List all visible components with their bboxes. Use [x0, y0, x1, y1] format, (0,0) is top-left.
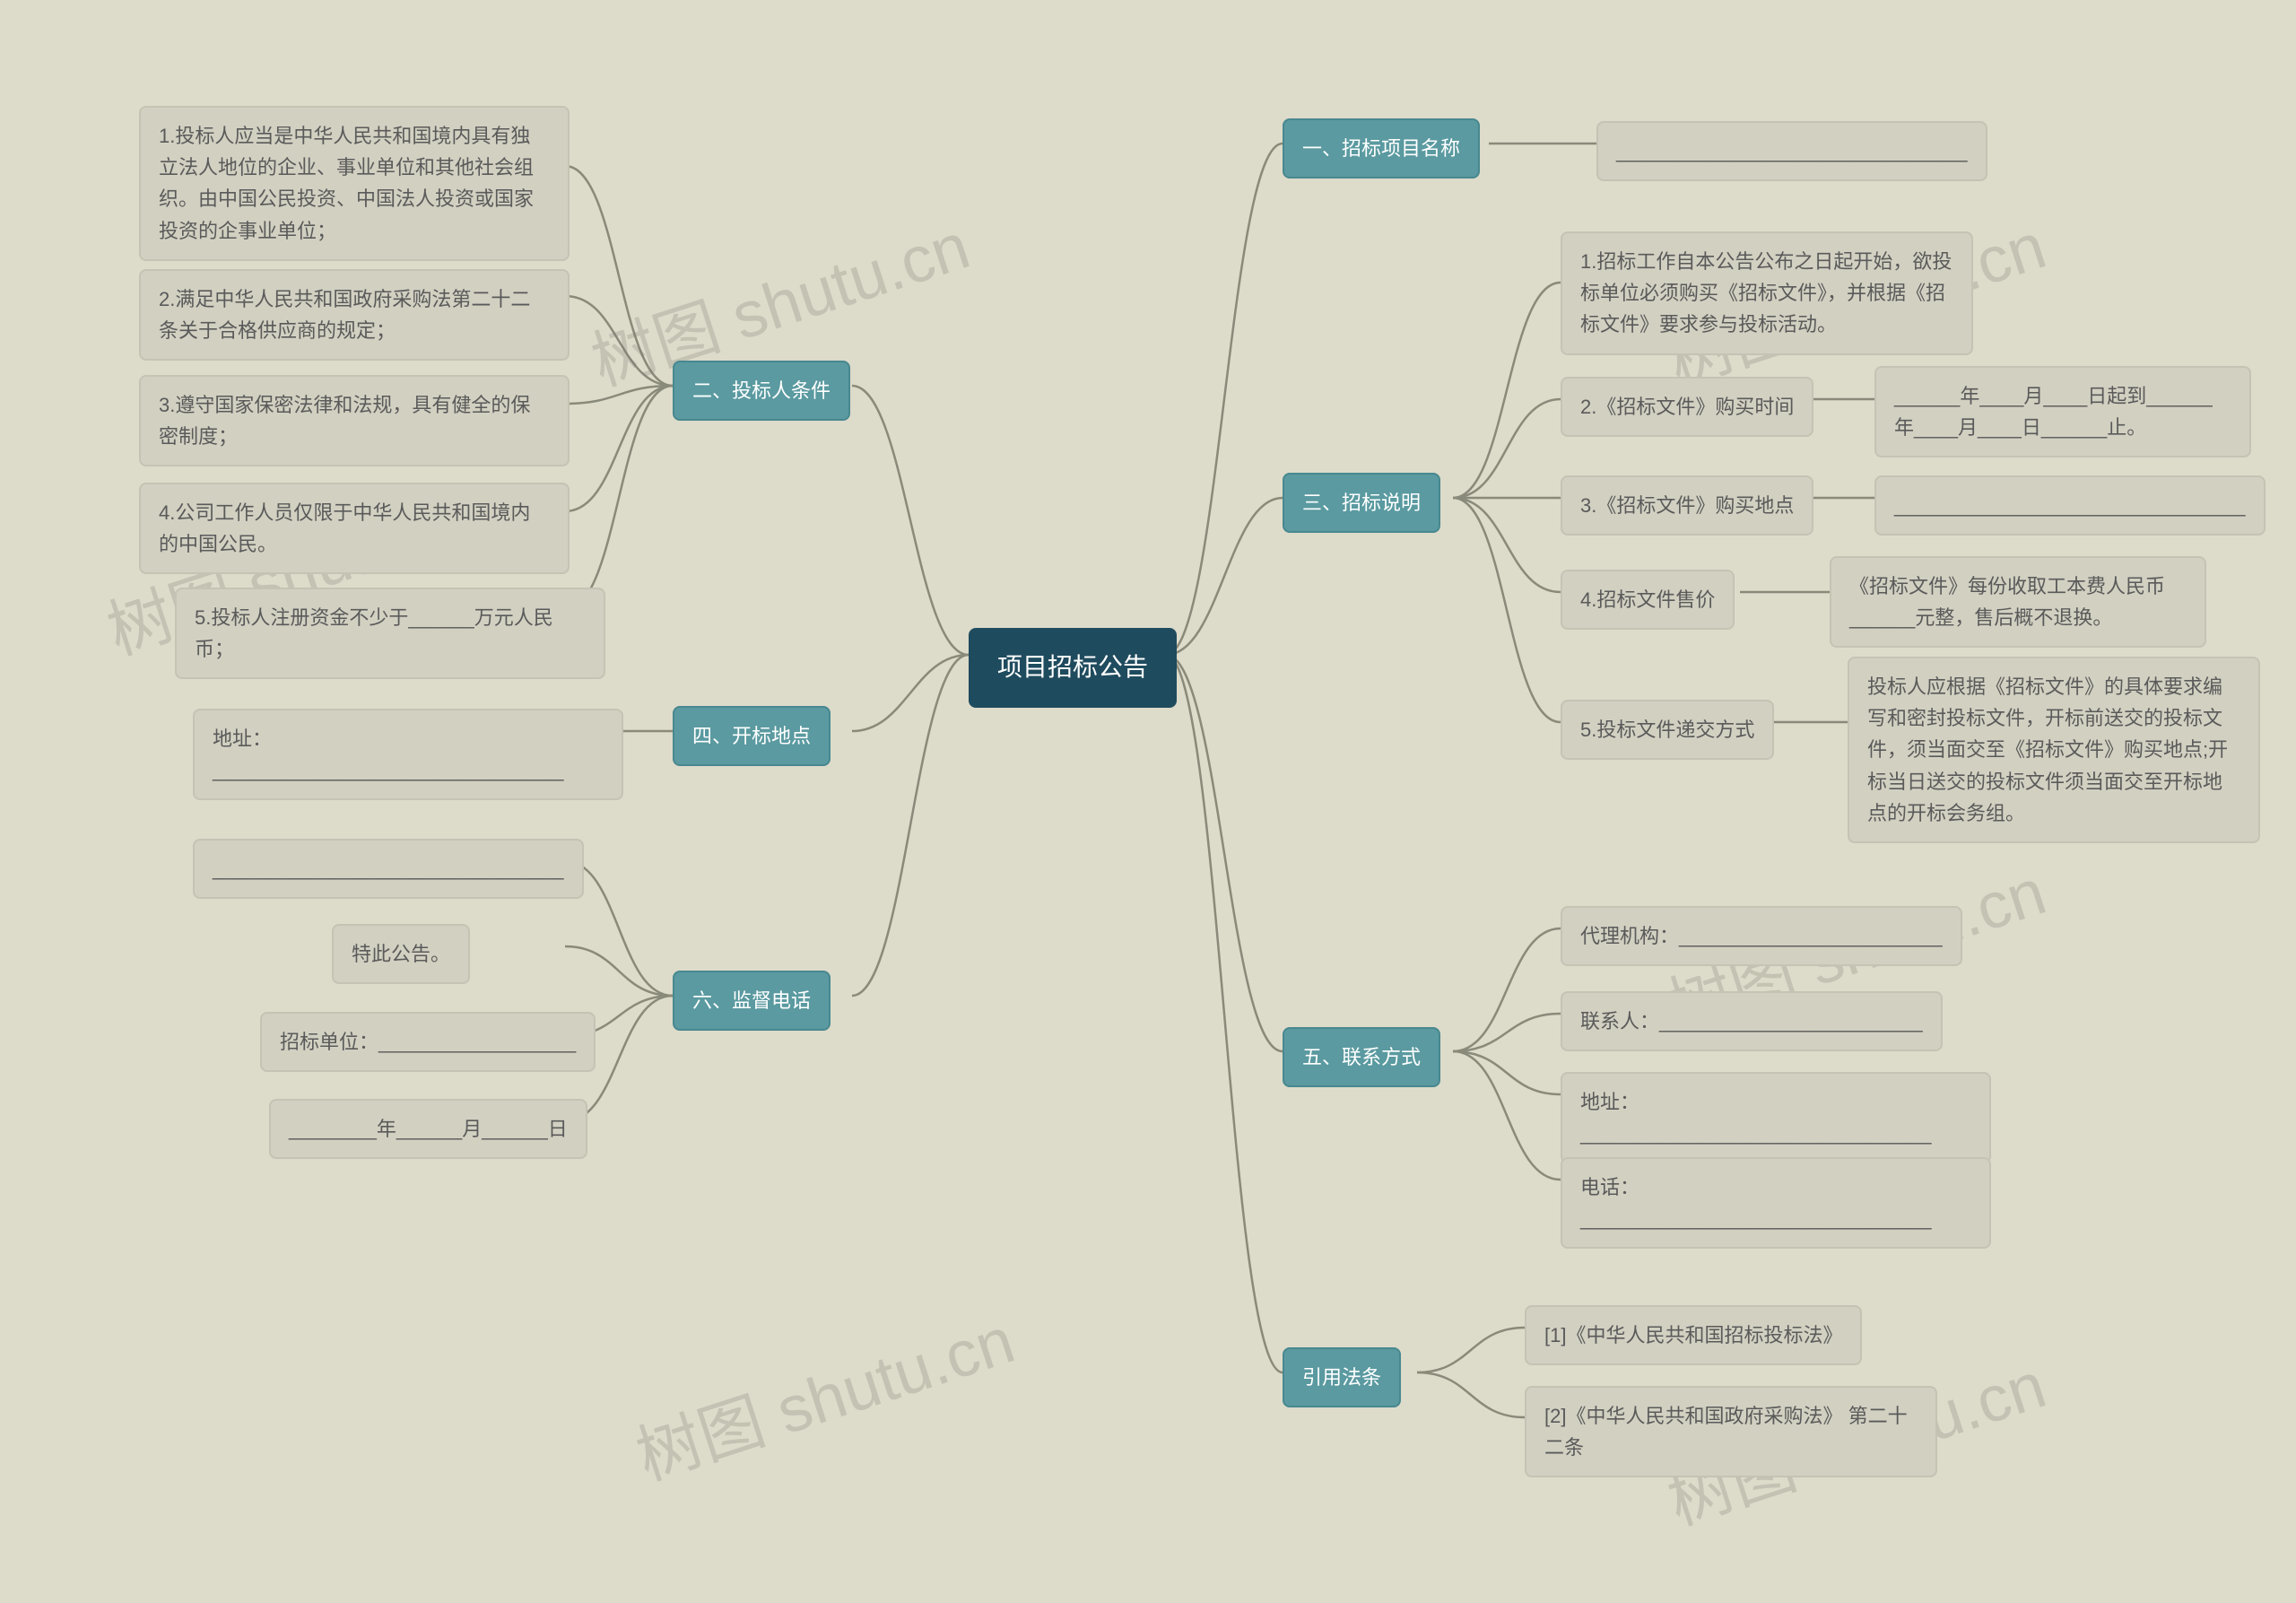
root-node: 项目招标公告	[969, 628, 1177, 708]
leaf-3-2b: ______年____月____日起到______年____月____日____…	[1874, 366, 2251, 457]
leaf-3-4b: 《招标文件》每份收取工本费人民币______元整，售后概不退换。	[1830, 556, 2206, 648]
leaf-3-3: 3.《招标文件》购买地点	[1561, 475, 1813, 536]
leaf-2-2: 2.满足中华人民共和国政府采购法第二十二条关于合格供应商的规定；	[139, 269, 570, 361]
leaf-2-1: 1.投标人应当是中华人民共和国境内具有独立法人地位的企业、事业单位和其他社会组织…	[139, 106, 570, 261]
leaf-6-1: ________________________________	[193, 839, 584, 899]
leaf-4-1: 地址：________________________________	[193, 709, 623, 800]
branch-5: 五、联系方式	[1283, 1027, 1440, 1087]
leaf-6-2: 特此公告。	[332, 924, 470, 984]
branch-7: 引用法条	[1283, 1347, 1401, 1407]
leaf-5-2: 联系人：________________________	[1561, 991, 1943, 1051]
leaf-6-4: ________年______月______日	[269, 1099, 587, 1159]
leaf-5-3: 地址：________________________________	[1561, 1072, 1991, 1163]
leaf-2-3: 3.遵守国家保密法律和法规，具有健全的保密制度；	[139, 375, 570, 466]
leaf-1-1: ________________________________	[1596, 121, 1987, 181]
leaf-6-3: 招标单位：__________________	[260, 1012, 596, 1072]
branch-2: 二、投标人条件	[673, 361, 850, 421]
leaf-3-2: 2.《招标文件》购买时间	[1561, 377, 1813, 437]
branch-3: 三、招标说明	[1283, 473, 1440, 533]
leaf-3-5b: 投标人应根据《招标文件》的具体要求编写和密封投标文件，开标前送交的投标文件，须当…	[1848, 657, 2260, 843]
watermark: 树图 shutu.cn	[622, 1287, 1023, 1498]
leaf-5-1: 代理机构：________________________	[1561, 906, 1962, 966]
leaf-3-5: 5.投标文件递交方式	[1561, 700, 1774, 760]
leaf-2-4: 4.公司工作人员仅限于中华人民共和国境内的中国公民。	[139, 483, 570, 574]
leaf-5-4: 电话：________________________________	[1561, 1157, 1991, 1249]
branch-4: 四、开标地点	[673, 706, 831, 766]
branch-1: 一、招标项目名称	[1283, 118, 1480, 179]
leaf-3-3b: ________________________________	[1874, 475, 2266, 536]
branch-6: 六、监督电话	[673, 971, 831, 1031]
leaf-2-5: 5.投标人注册资金不少于______万元人民币；	[175, 588, 605, 679]
leaf-3-1: 1.招标工作自本公告公布之日起开始，欲投标单位必须购买《招标文件》，并根据《招标…	[1561, 231, 1973, 355]
leaf-3-4: 4.招标文件售价	[1561, 570, 1735, 630]
leaf-7-1: [1]《中华人民共和国招标投标法》	[1525, 1305, 1862, 1365]
leaf-7-2: [2]《中华人民共和国政府采购法》 第二十二条	[1525, 1386, 1937, 1477]
